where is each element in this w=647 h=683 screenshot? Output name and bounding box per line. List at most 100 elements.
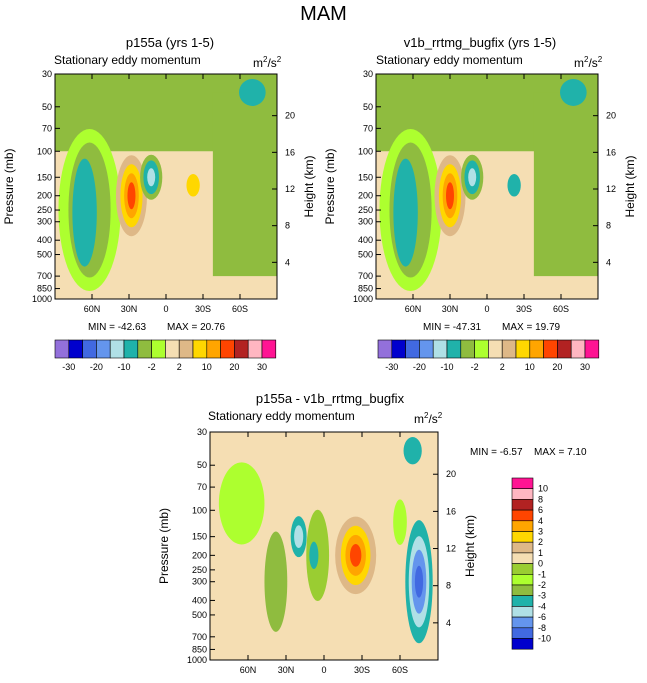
panel2-htick-label: 16 [606,147,616,157]
panel3-colorbar-box [511,477,534,489]
panel2-colorbar-box [419,339,434,359]
panel2-ylabel: Pressure (mb) [323,148,337,224]
panel3-colorbar-label: 3 [538,527,543,537]
panel2-xtick-label: 30S [516,304,532,314]
panel1-colorbar-box [192,339,208,359]
panel2-band-sh [533,92,598,277]
panel2-htick-label: 4 [606,257,611,267]
panel3-xtick-label: 60S [392,665,408,675]
panel2-htick-label: 8 [606,221,611,231]
panel3-ytick-label: 30 [197,427,207,437]
panel1-colorbar-label: 2 [177,362,182,372]
panel3-colorbar-box [511,552,534,564]
panel1-min-core [147,168,156,187]
panel3-ytick-label: 250 [192,565,207,575]
panel1-band-sh-top [239,78,266,106]
panel2-htick-label: 20 [606,111,616,121]
panel1-band-midlat-core [72,158,97,267]
panel1-colorbar-box [54,339,70,359]
panel3-ytick-label: 150 [192,532,207,542]
panel1-colorbar-box [123,339,139,359]
panel2-units: m2/s2 [574,55,603,70]
panel2-ytick-label: 150 [358,172,373,182]
panel3-colorbar-box [511,531,534,543]
panel1-ytick-label: 30 [42,69,52,79]
panel2-xtick-label: 60S [553,304,569,314]
panel1-colorbar-label: -2 [148,362,156,372]
panel2-ylabel-right: Height (km) [623,155,637,217]
panel2-colorbar-box [515,339,531,359]
panel2-colorbar-label: 30 [580,362,590,372]
panel2-ytick-label: 1000 [353,294,373,304]
panel2-xtick-label: 30N [442,304,459,314]
panel3-ytick-label: 300 [192,577,207,587]
panel2-colorbar-label: 20 [552,362,562,372]
panel1-ytick-label: 50 [42,102,52,112]
panel3-neg-core [294,525,304,549]
panel3-colorbar-box [511,520,534,532]
panel2-colorbar-label: -20 [413,362,426,372]
panel1-colorbar-box [247,339,263,359]
panel3-colorbar-label: -2 [538,580,546,590]
panel3-ytick-label: 100 [192,505,207,515]
panel3-sh-top [403,437,422,465]
panel3-colorbar-box [511,499,534,511]
panel3-colorbar-box [511,488,534,500]
panel1-ytick-label: 700 [37,271,52,281]
panel3-ytick-label: 70 [197,482,207,492]
panel1-xtick-label: 30N [121,304,138,314]
panel1-ytick-label: 200 [37,191,52,201]
panel1-ytick-label: 1000 [32,294,52,304]
panel3-ytick-label: 200 [192,550,207,560]
panel2-colorbar-box [405,339,420,359]
panel1-ytick-label: 250 [37,205,52,215]
panel2-ytick-label: 400 [358,235,373,245]
panel1-htick-label: 12 [285,184,295,194]
panel3-ylabel-right: Height (km) [463,515,477,577]
panel2-colorbar-box [543,339,558,359]
panel2-colorbar-box [391,339,406,359]
panel2-colorbar-box [446,339,462,359]
panel1-colorbar-label: 10 [202,362,212,372]
panel1-htick-label: 8 [285,221,290,231]
panel3-colorbar-box [511,638,534,650]
panel1-xtick-label: 60S [232,304,248,314]
panel2-ytick-label: 700 [358,271,373,281]
panel1-colorbar-label: -30 [62,362,75,372]
panel1-colorbar-box [178,339,194,359]
panel1-title: p155a (yrs 1-5) [125,35,215,50]
panel2-colorbar-box [474,339,489,359]
panel2-ytick-label: 50 [363,102,373,112]
panel3-ytick-label: 50 [197,460,207,470]
panel1-ytick-label: 300 [37,217,52,227]
panel1-sh-cell [186,174,200,197]
panel2-ytick-label: 70 [363,123,373,133]
panel1-xtick-label: 60N [84,304,101,314]
panel3-ytick-label: 500 [192,610,207,620]
panel1-ytick-label: 70 [42,123,52,133]
panel3-colorbar-label: -3 [538,591,546,601]
panel2-ytick-label: 250 [358,205,373,215]
panel2-band-sh-top [560,78,587,106]
panel1-colorbar-box [82,339,97,359]
panel2-sh-cell [507,174,521,197]
panel1-colorbar-label: 20 [229,362,239,372]
panel3-xtick-label: 60N [240,665,257,675]
panel3-colorbar-label: -1 [538,569,546,579]
panel3-colorbar-box [511,509,534,522]
panel3-title: p155a - v1b_rrtmg_bugfix [255,391,405,406]
panel1-subtitle: Stationary eddy momentum [54,53,201,67]
panel3-colorbar-label: 6 [538,505,543,515]
panel3-neg-eq [309,541,319,570]
panel2-colorbar-box [460,339,475,359]
panel2-colorbar-box [584,339,600,359]
panel2-colorbar-label: 2 [500,362,505,372]
panel3-colorbar-label: -4 [538,601,546,611]
panel1-ylabel: Pressure (mb) [2,148,16,224]
panel1-colorbar-box [96,339,111,359]
panel2-min-core [468,168,477,187]
panel1-colorbar-box [109,339,125,359]
panel1-colorbar-box [261,339,277,359]
panel1-max: MAX = 20.76 [167,322,226,333]
